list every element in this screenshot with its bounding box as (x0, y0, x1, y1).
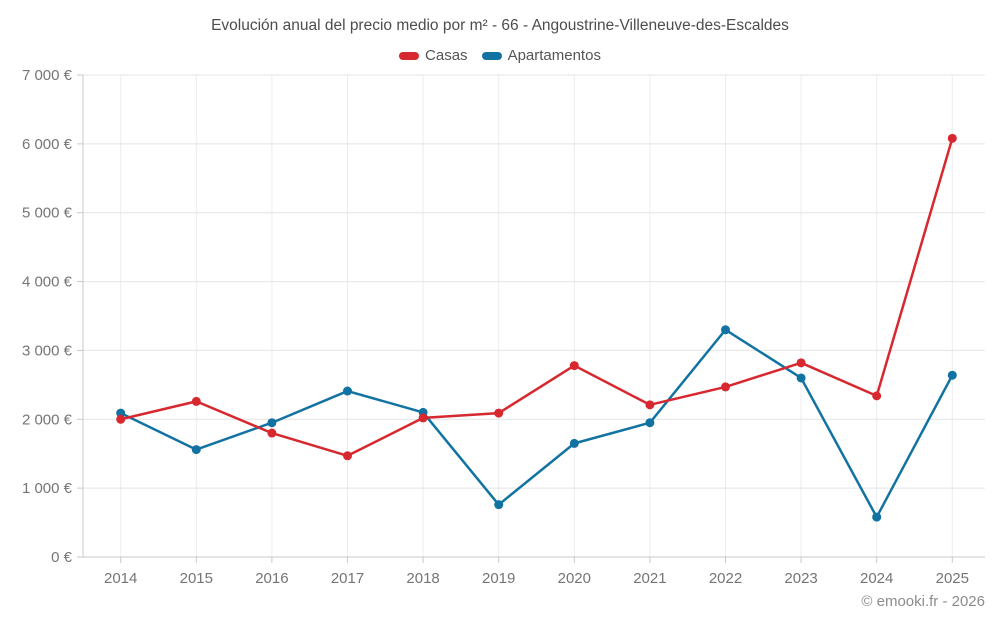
x-axis-tick-label: 2021 (633, 570, 666, 587)
footer-credit: © emooki.fr - 2026 (861, 593, 985, 610)
point-casas-2014[interactable] (116, 414, 126, 424)
x-axis-tick-label: 2019 (482, 570, 515, 587)
point-casas-2025[interactable] (947, 133, 957, 143)
point-casas-2023[interactable] (796, 358, 806, 368)
y-axis-tick-label: 6 000 € (22, 136, 73, 153)
point-casas-2024[interactable] (872, 391, 882, 401)
x-axis-tick-label: 2025 (936, 570, 969, 587)
point-casas-2020[interactable] (569, 361, 579, 371)
x-axis-tick-label: 2017 (331, 570, 364, 587)
x-axis-tick-label: 2016 (255, 570, 288, 587)
point-apartamentos-2022[interactable] (721, 325, 730, 335)
chart-title: Evolución anual del precio medio por m² … (211, 17, 789, 34)
point-casas-2016[interactable] (267, 428, 277, 438)
y-axis-tick-label: 4 000 € (22, 274, 73, 291)
line-apartamentos (119, 328, 954, 519)
legend-swatch-casas-icon (399, 51, 420, 60)
y-axis-tick-label: 2 000 € (22, 411, 73, 428)
point-apartamentos-2015[interactable] (191, 445, 201, 455)
y-axis-tick-label: 5 000 € (22, 205, 73, 222)
y-axis-tick-label: 3 000 € (22, 342, 73, 359)
point-apartamentos-2020[interactable] (569, 438, 579, 448)
legend-item-casas[interactable]: Casas (399, 47, 468, 64)
x-axis-tick-label: 2014 (104, 570, 137, 587)
point-casas-2021[interactable] (645, 400, 655, 410)
point-casas-2019[interactable] (494, 408, 504, 418)
x-axis-tick-label: 2022 (709, 570, 742, 587)
point-apartamentos-2014[interactable] (116, 408, 126, 418)
x-axis-tick-label: 2018 (406, 570, 439, 587)
point-casas-2017[interactable] (343, 451, 352, 461)
line-casas (119, 137, 954, 458)
point-casas-2015[interactable] (191, 396, 201, 406)
point-apartamentos-2016[interactable] (267, 418, 277, 428)
point-casas-2018[interactable] (418, 413, 428, 423)
y-axis-tick-label: 0 € (51, 549, 73, 566)
legend-label-casas: Casas (425, 47, 468, 64)
x-axis-tick-label: 2023 (784, 570, 817, 587)
x-axis-tick-label: 2024 (860, 570, 893, 587)
legend: Casas Apartamentos (0, 47, 1000, 64)
point-apartamentos-2025[interactable] (947, 370, 957, 380)
y-axis-tick-label: 7 000 € (22, 67, 73, 84)
point-apartamentos-2019[interactable] (494, 500, 504, 510)
x-axis-tick-label: 2015 (180, 570, 213, 587)
point-apartamentos-2017[interactable] (343, 386, 352, 396)
x-axis-tick-label: 2020 (558, 570, 591, 587)
legend-item-apartamentos[interactable]: Apartamentos (481, 47, 601, 64)
legend-swatch-apartamentos-icon (481, 51, 502, 60)
point-casas-2022[interactable] (721, 382, 730, 392)
y-axis-tick-label: 1 000 € (22, 480, 73, 497)
point-apartamentos-2021[interactable] (645, 418, 655, 428)
point-apartamentos-2024[interactable] (872, 512, 882, 522)
legend-label-apartamentos: Apartamentos (507, 47, 601, 64)
point-apartamentos-2023[interactable] (796, 373, 806, 383)
